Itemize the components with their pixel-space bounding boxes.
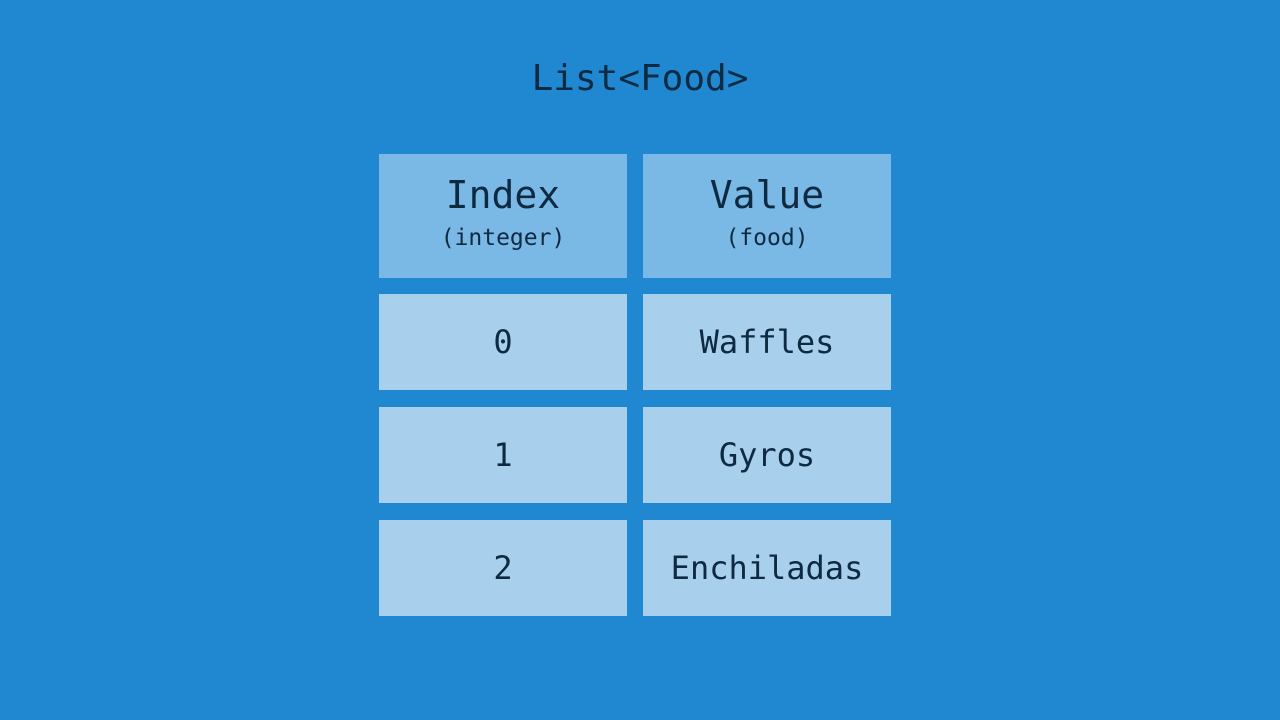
value-header-label: Value [709,173,825,217]
index-cell: 2 [379,520,627,616]
index-header-label: Index [445,173,561,217]
value-cell: Enchiladas [643,520,891,616]
index-cell: 0 [379,294,627,390]
index-cell: 1 [379,407,627,503]
value-cell: Gyros [643,407,891,503]
index-header: Index (integer) [379,154,627,278]
value-header: Value (food) [643,154,891,278]
value-header-type: (food) [725,225,809,251]
value-cell: Waffles [643,294,891,390]
diagram-title: List<Food> [531,58,749,99]
index-header-type: (integer) [440,225,566,251]
